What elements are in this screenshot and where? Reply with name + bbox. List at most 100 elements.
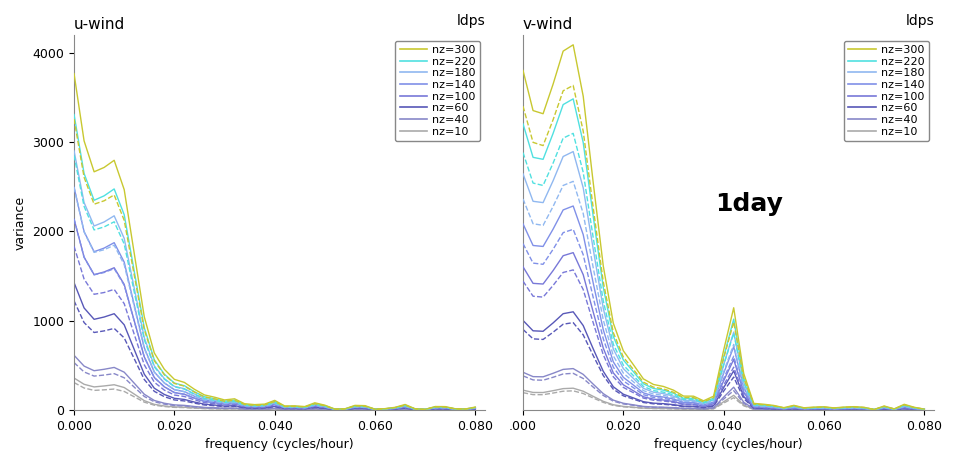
- nz=100: [309, 403, 321, 409]
- nz=40: [189, 404, 200, 409]
- nz=60: [239, 405, 250, 410]
- nz=140: [148, 369, 160, 375]
- nz=140: [198, 397, 210, 403]
- Line: nz=140: nz=140: [74, 187, 475, 410]
- nz=220: [858, 405, 870, 411]
- nz=180: [858, 405, 870, 411]
- nz=40: [259, 406, 270, 412]
- nz=40: [440, 406, 451, 412]
- nz=60: [289, 405, 301, 411]
- nz=40: [128, 380, 140, 386]
- nz=100: [688, 401, 699, 407]
- nz=100: [567, 250, 579, 255]
- nz=40: [558, 366, 569, 372]
- nz=220: [460, 406, 471, 412]
- X-axis label: frequency (cycles/hour): frequency (cycles/hour): [205, 438, 354, 451]
- nz=60: [189, 399, 200, 405]
- nz=220: [537, 157, 549, 162]
- nz=100: [558, 253, 569, 259]
- nz=60: [449, 407, 461, 412]
- nz=10: [440, 407, 451, 412]
- nz=10: [359, 407, 371, 412]
- nz=220: [558, 102, 569, 107]
- nz=10: [119, 385, 130, 390]
- nz=60: [389, 406, 400, 412]
- nz=180: [299, 405, 310, 410]
- nz=10: [587, 393, 599, 399]
- nz=220: [668, 391, 679, 396]
- nz=60: [627, 395, 639, 401]
- nz=10: [738, 402, 749, 408]
- Line: nz=40: nz=40: [74, 355, 475, 410]
- nz=40: [99, 366, 110, 372]
- nz=300: [638, 376, 650, 382]
- nz=140: [748, 404, 760, 409]
- nz=100: [718, 378, 729, 384]
- nz=100: [279, 405, 290, 411]
- nz=40: [339, 407, 351, 412]
- nz=40: [299, 406, 310, 412]
- nz=180: [359, 404, 371, 409]
- nz=100: [829, 406, 840, 412]
- nz=40: [688, 405, 699, 411]
- nz=10: [128, 391, 140, 397]
- nz=40: [768, 406, 780, 412]
- nz=300: [648, 382, 659, 387]
- nz=180: [108, 213, 120, 219]
- nz=40: [249, 406, 261, 412]
- nz=10: [888, 407, 900, 412]
- nz=300: [68, 71, 80, 76]
- nz=40: [718, 394, 729, 400]
- nz=220: [587, 214, 599, 219]
- nz=40: [627, 402, 639, 408]
- nz=60: [420, 407, 431, 412]
- nz=10: [878, 407, 890, 412]
- nz=40: [330, 407, 341, 412]
- nz=100: [369, 407, 380, 412]
- nz=10: [218, 406, 230, 412]
- nz=60: [249, 405, 261, 411]
- nz=100: [738, 389, 749, 395]
- nz=180: [259, 403, 270, 408]
- nz=300: [758, 401, 769, 407]
- nz=220: [678, 395, 690, 401]
- nz=40: [829, 407, 840, 412]
- nz=40: [567, 366, 579, 372]
- nz=180: [919, 406, 930, 412]
- nz=300: [79, 138, 90, 144]
- nz=40: [697, 406, 709, 412]
- nz=180: [598, 306, 609, 311]
- nz=40: [838, 407, 850, 412]
- nz=60: [299, 406, 310, 412]
- nz=140: [567, 203, 579, 209]
- nz=100: [99, 269, 110, 275]
- nz=60: [409, 407, 421, 412]
- nz=60: [778, 406, 789, 412]
- nz=220: [99, 193, 110, 199]
- nz=10: [728, 392, 740, 398]
- nz=180: [718, 362, 729, 367]
- nz=300: [359, 403, 371, 408]
- Line: nz=300: nz=300: [523, 45, 924, 410]
- nz=140: [878, 405, 890, 411]
- nz=180: [798, 405, 810, 411]
- nz=180: [99, 219, 110, 225]
- nz=60: [648, 400, 659, 406]
- nz=100: [638, 394, 650, 399]
- nz=300: [708, 393, 719, 399]
- nz=60: [547, 320, 559, 325]
- nz=60: [339, 407, 351, 412]
- nz=100: [319, 405, 331, 410]
- nz=180: [517, 171, 529, 177]
- nz=300: [778, 405, 789, 411]
- nz=180: [229, 399, 240, 404]
- nz=10: [389, 407, 400, 412]
- Text: v-wind: v-wind: [523, 18, 573, 33]
- nz=100: [68, 216, 80, 222]
- nz=220: [788, 403, 800, 409]
- nz=100: [899, 405, 910, 410]
- nz=220: [218, 399, 230, 404]
- nz=60: [269, 404, 281, 409]
- nz=100: [148, 375, 160, 380]
- nz=220: [708, 395, 719, 401]
